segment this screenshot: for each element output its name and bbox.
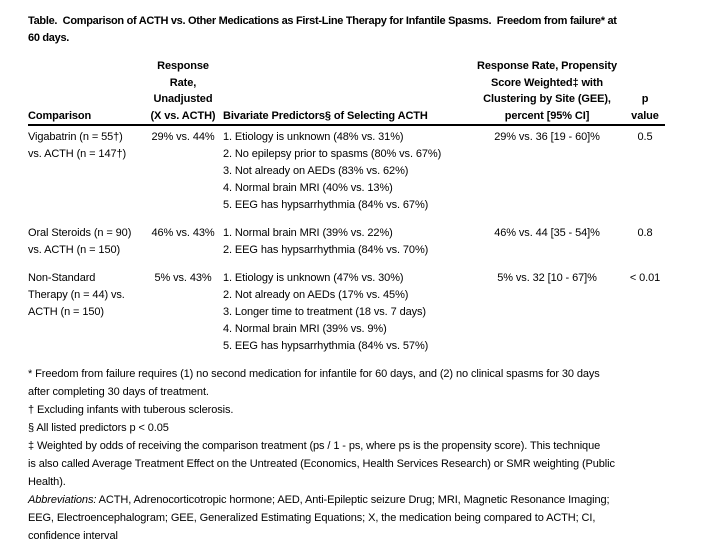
header-p-value: p value [631,93,659,122]
weighted-rate-cell: 46% vs. 44 [35 - 54]% [494,227,600,239]
page-title: Table. Comparison of ACTH vs. Other Medi… [28,15,617,44]
footnote-weighting-method: ‡ Weighted by odds of receiving the comp… [28,440,615,488]
comparison-table: Comparison Response Rate, Unadjusted (X … [28,58,665,355]
predictors-cell: 1. Etiology is unknown (47% vs. 30%) 2. … [223,272,429,352]
header-unadjusted-rate: Response Rate, Unadjusted (X vs. ACTH) [150,60,216,122]
p-value-cell: 0.5 [637,131,653,143]
unadjusted-rate-cell: 29% vs. 44% [151,131,215,143]
footnote-freedom-from-failure: * Freedom from failure requires (1) no s… [28,368,600,398]
comparison-cell: Vigabatrin (n = 55†) vs. ACTH (n = 147†) [28,131,127,160]
table-row-vigabatrin: Vigabatrin (n = 55†) vs. ACTH (n = 147†)… [28,125,665,222]
footnote-predictors-significance: § All listed predictors p < 0.05 [28,422,169,434]
table-row-non-standard: Non-Standard Therapy (n = 44) vs. ACTH (… [28,267,665,355]
weighted-rate-cell: 29% vs. 36 [19 - 60]% [494,131,600,143]
header-comparison: Comparison [28,109,92,122]
footnotes-section: * Freedom from failure requires (1) no s… [28,365,720,540]
abbreviations-text: ACTH, Adrenocorticotropic hormone; AED, … [28,494,610,540]
comparison-cell: Oral Steroids (n = 90) vs. ACTH (n = 150… [28,227,132,256]
predictors-cell: 1. Normal brain MRI (39% vs. 22%) 2. EEG… [223,227,429,256]
header-predictors: Bivariate Predictors§ of Selecting ACTH [223,109,428,122]
p-value-cell: 0.8 [637,227,653,239]
predictors-cell: 1. Etiology is unknown (48% vs. 31%) 2. … [223,131,442,211]
comparison-cell: Non-Standard Therapy (n = 44) vs. ACTH (… [28,272,125,318]
weighted-rate-cell: 5% vs. 32 [10 - 67]% [497,272,597,284]
footnote-tuberous-sclerosis: † Excluding infants with tuberous sclero… [28,404,234,416]
table-header-row: Comparison Response Rate, Unadjusted (X … [28,58,665,125]
abbreviations-label: Abbreviations: [28,494,97,506]
footnote-abbreviations: Abbreviations: ACTH, Adrenocorticotropic… [28,491,720,540]
p-value-cell: < 0.01 [629,272,661,284]
table-row-oral-steroids: Oral Steroids (n = 90) vs. ACTH (n = 150… [28,222,665,267]
unadjusted-rate-cell: 46% vs. 43% [151,227,215,239]
header-weighted-rate: Response Rate, Propensity Score Weighted… [477,60,617,122]
unadjusted-rate-cell: 5% vs. 43% [154,272,212,284]
